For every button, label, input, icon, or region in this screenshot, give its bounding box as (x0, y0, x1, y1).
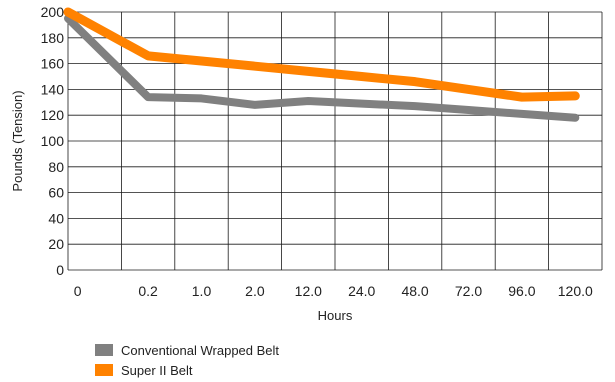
legend-label: Super II Belt (121, 362, 193, 378)
legend-item-conventional: Conventional Wrapped Belt (95, 340, 279, 360)
legend-swatch-gray (95, 344, 113, 356)
y-tick-label: 0 (56, 262, 64, 278)
x-tick-label: 72.0 (455, 283, 482, 299)
y-tick-label: 140 (41, 81, 65, 97)
legend-swatch-orange (95, 364, 113, 376)
legend-label: Conventional Wrapped Belt (121, 342, 280, 358)
y-axis-ticks: 0 20 40 60 80 100 120 140 160 180 200 (41, 4, 65, 278)
y-tick-label: 40 (48, 210, 64, 226)
line-chart: 0 20 40 60 80 100 120 140 160 180 200 0 0.2 1.0 2.0 12… (10, 4, 603, 323)
x-tick-label: 1.0 (192, 283, 212, 299)
x-tick-label: 12.0 (295, 283, 322, 299)
y-tick-label: 200 (41, 4, 65, 20)
y-tick-label: 80 (48, 159, 64, 175)
y-tick-label: 20 (48, 236, 64, 252)
y-axis-label: Pounds (Tension) (10, 90, 25, 191)
y-tick-label: 100 (41, 133, 65, 149)
x-axis-ticks: 0 0.2 1.0 2.0 12.0 24.0 48.0 72.0 96.0 120.0 (74, 283, 593, 299)
x-tick-label: 24.0 (348, 283, 375, 299)
chart-legend: Conventional Wrapped Belt Super II Belt (95, 340, 279, 380)
series-line-0 (64, 14, 580, 122)
chart-series (63, 7, 580, 122)
y-tick-label: 180 (41, 30, 65, 46)
x-tick-label: 2.0 (245, 283, 265, 299)
series-line-1 (63, 7, 580, 102)
y-tick-label: 160 (41, 56, 65, 72)
y-tick-label: 120 (41, 107, 65, 123)
legend-item-super-ii: Super II Belt (95, 360, 279, 380)
x-tick-label: 0.2 (138, 283, 158, 299)
x-tick-label: 120.0 (558, 283, 593, 299)
x-tick-label: 96.0 (508, 283, 535, 299)
chart-grid (67, 11, 603, 271)
x-tick-label: 48.0 (401, 283, 428, 299)
x-tick-label: 0 (74, 283, 82, 299)
y-tick-label: 60 (48, 185, 64, 201)
x-axis-label: Hours (318, 308, 353, 323)
